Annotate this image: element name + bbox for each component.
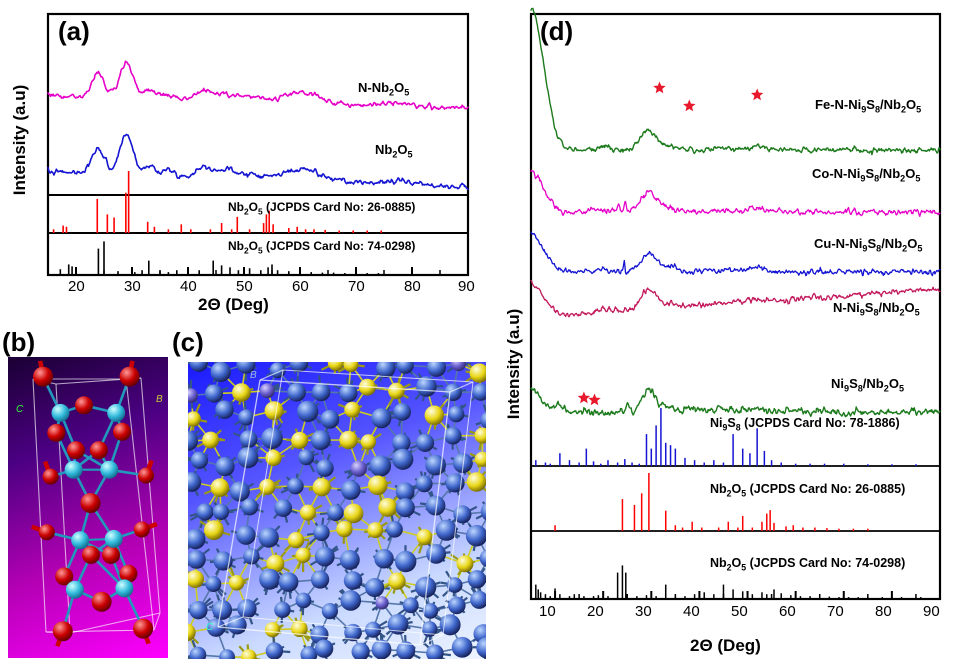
svg-text:B: B <box>250 370 257 381</box>
svg-text:C: C <box>16 404 24 415</box>
svg-text:B: B <box>156 394 163 405</box>
svg-text:C: C <box>206 622 214 633</box>
